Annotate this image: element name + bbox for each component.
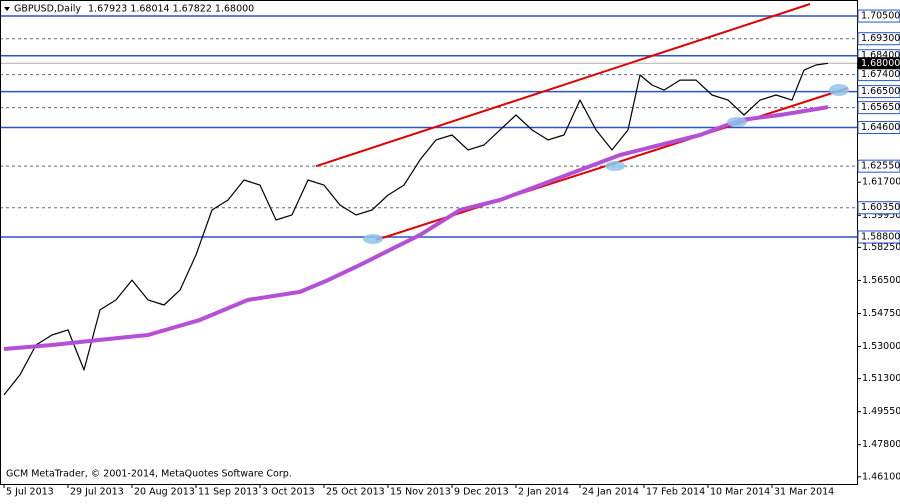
y-tick-label: 1.58250 xyxy=(862,242,900,253)
trend-line xyxy=(315,3,811,168)
level-label: 1.62550 xyxy=(861,161,900,172)
level-label: 1.68400 xyxy=(861,50,900,61)
level-label-box xyxy=(857,101,900,115)
moving-average xyxy=(3,105,829,351)
last-price-box xyxy=(858,57,900,70)
x-tick-label: 3 Oct 2013 xyxy=(262,487,315,498)
x-tick-label: 24 Jan 2014 xyxy=(582,487,639,498)
level-label: 1.69300 xyxy=(861,33,900,44)
chart-subtitle: 1.67923 1.68014 1.67822 1.68000 xyxy=(88,4,254,15)
x-tick-label: 29 Jul 2013 xyxy=(70,487,124,498)
last-price-label: 1.68000 xyxy=(861,58,900,69)
highlight xyxy=(363,234,383,244)
level-label: 1.60350 xyxy=(861,202,900,213)
y-tick-label: 1.54750 xyxy=(862,308,900,319)
level-label: 1.58800 xyxy=(861,231,900,242)
footer: GCM MetaTrader, © 2001-2014, MetaQuotes … xyxy=(6,469,292,480)
price-line xyxy=(3,62,829,396)
highlight xyxy=(829,84,849,96)
y-tick-label: 1.49550 xyxy=(862,406,900,417)
x-tick-label: 2 Jan 2014 xyxy=(518,487,569,498)
level-label: 1.64600 xyxy=(861,122,900,133)
level-label-box xyxy=(857,159,900,173)
level-label: 1.65650 xyxy=(861,102,900,113)
chart-title: GBPUSD,Daily xyxy=(14,4,81,15)
level-label-box xyxy=(857,230,900,244)
level-label-box xyxy=(857,120,900,134)
level-label-box xyxy=(857,201,900,215)
x-tick-label: 25 Oct 2013 xyxy=(326,487,385,498)
x-tick-label: 20 Aug 2013 xyxy=(134,487,195,498)
x-tick-label: 17 Feb 2014 xyxy=(646,487,705,498)
highlights xyxy=(363,84,849,244)
x-tick-label: 10 Mar 2014 xyxy=(710,487,770,498)
level-label: 1.67400 xyxy=(861,69,900,80)
y-tick-label: 1.59950 xyxy=(862,210,900,221)
y-tick-label: 1.51300 xyxy=(862,373,900,384)
y-tick-label: 1.61700 xyxy=(862,177,900,188)
x-tick-label: 31 Mar 2014 xyxy=(774,487,834,498)
level-label: 1.66500 xyxy=(861,86,900,97)
x-tick-label: 9 Dec 2013 xyxy=(454,487,509,498)
highlight xyxy=(727,117,747,127)
x-tick-label: 15 Nov 2013 xyxy=(390,487,451,498)
highlight xyxy=(605,161,625,171)
level-label: 1.70500 xyxy=(861,11,900,22)
x-tick-label: 11 Sep 2013 xyxy=(198,487,258,498)
y-tick-label: 1.47800 xyxy=(862,439,900,450)
x-tick-label: 5 Jul 2013 xyxy=(6,487,54,498)
menu-arrow xyxy=(4,7,10,11)
level-label-box xyxy=(857,85,900,99)
y-tick-label: 1.53000 xyxy=(862,341,900,352)
y-tick-label: 1.56500 xyxy=(862,275,900,286)
level-label-box xyxy=(857,32,900,46)
level-label-box xyxy=(857,9,900,23)
y-tick-label: 1.46100 xyxy=(862,471,900,482)
